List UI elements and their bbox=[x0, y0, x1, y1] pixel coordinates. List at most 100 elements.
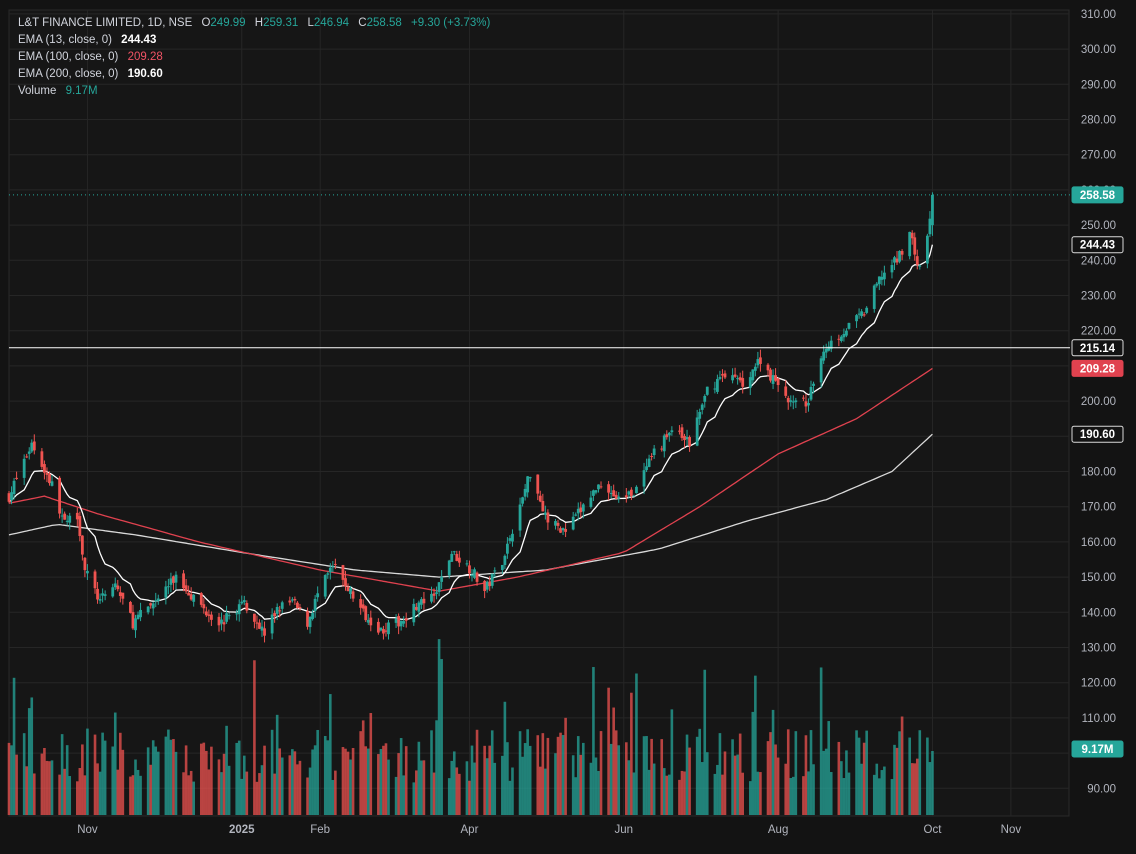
y-tick-label: 140.00 bbox=[1081, 607, 1116, 619]
volume-bar bbox=[890, 779, 894, 815]
volume-bar bbox=[842, 778, 846, 815]
candle bbox=[526, 475, 530, 498]
ema200-badge-label: 190.60 bbox=[1080, 429, 1115, 441]
volume-bar bbox=[493, 762, 497, 815]
candle bbox=[880, 270, 884, 286]
candle bbox=[45, 467, 49, 483]
volume-bar bbox=[154, 746, 158, 815]
volume-bar bbox=[544, 768, 547, 815]
candle-body bbox=[235, 613, 239, 615]
candle-body bbox=[500, 564, 504, 570]
high-value: 259.31 bbox=[263, 17, 299, 29]
volume-bar bbox=[205, 750, 208, 815]
candle bbox=[154, 592, 158, 608]
candle-body bbox=[829, 340, 833, 349]
volume-bar bbox=[415, 770, 418, 815]
volume-badge[interactable]: 9.17M bbox=[1071, 740, 1124, 758]
candle bbox=[455, 550, 459, 562]
volume-bar bbox=[184, 745, 188, 815]
last-price-badge[interactable]: 258.58 bbox=[1071, 186, 1124, 204]
candle bbox=[227, 612, 231, 620]
level-badge[interactable]: 215.14 bbox=[1071, 339, 1124, 357]
y-tick-label: 150.00 bbox=[1081, 572, 1116, 584]
candle-series[interactable] bbox=[7, 192, 934, 643]
time-axis[interactable]: Nov 2025 Feb Apr Jun Aug Oct Nov bbox=[77, 824, 1021, 836]
volume-bar bbox=[344, 748, 347, 815]
candle-body bbox=[101, 593, 105, 596]
volume-bar bbox=[630, 692, 633, 815]
candle-body bbox=[731, 375, 734, 381]
candle bbox=[136, 611, 140, 620]
candle-body bbox=[635, 486, 638, 494]
candle-body bbox=[741, 378, 745, 387]
volume-bar bbox=[625, 742, 628, 815]
candle bbox=[394, 614, 398, 628]
volume-bar bbox=[359, 731, 362, 815]
candle-body bbox=[346, 586, 350, 592]
ema100-label: EMA (100, close, 0) bbox=[18, 51, 119, 63]
candle-body bbox=[857, 313, 861, 315]
volume-bar bbox=[288, 755, 292, 815]
candle bbox=[518, 497, 522, 537]
candle bbox=[789, 395, 793, 407]
volume-bar bbox=[688, 747, 691, 815]
legend-symbol-row: L&T FINANCE LIMITED, 1D, NSE O249.99 H25… bbox=[18, 15, 490, 32]
candle-body bbox=[910, 232, 914, 239]
volume-bar bbox=[182, 772, 185, 815]
volume-bar bbox=[928, 762, 932, 815]
symbol-title[interactable]: L&T FINANCE LIMITED, 1D, NSE bbox=[18, 17, 193, 29]
candle-body bbox=[68, 515, 72, 523]
legend-volume-row[interactable]: Volume 9.17M bbox=[18, 83, 490, 100]
legend-ema100-row[interactable]: EMA (100, close, 0) 209.28 bbox=[18, 49, 490, 66]
volume-bar bbox=[455, 767, 459, 815]
candle bbox=[839, 335, 843, 343]
volume-bar bbox=[683, 771, 686, 815]
candle-body bbox=[25, 456, 29, 458]
volume-bar bbox=[776, 757, 780, 815]
candle-body bbox=[612, 490, 616, 497]
volume-bar bbox=[116, 769, 120, 815]
candle bbox=[774, 368, 777, 382]
candle bbox=[328, 563, 332, 580]
candle bbox=[670, 426, 674, 436]
candle bbox=[417, 600, 421, 618]
plot-area[interactable] bbox=[8, 9, 1070, 817]
y-tick-label: 290.00 bbox=[1081, 79, 1116, 91]
volume-bar bbox=[45, 760, 49, 815]
candle-body bbox=[769, 369, 772, 381]
ema100-badge[interactable]: 209.28 bbox=[1071, 359, 1124, 377]
volume-bar bbox=[341, 747, 345, 815]
candle bbox=[506, 537, 509, 559]
volume-bar bbox=[862, 742, 866, 815]
candle-body bbox=[422, 598, 426, 604]
candle bbox=[379, 627, 383, 632]
candle-body bbox=[331, 566, 335, 568]
volume-bar bbox=[384, 743, 388, 815]
candle-body bbox=[96, 588, 99, 600]
candle-body bbox=[275, 606, 279, 614]
legend-ema200-row[interactable]: EMA (200, close, 0) 190.60 bbox=[18, 66, 490, 83]
volume-bar bbox=[202, 742, 206, 815]
ema100-line[interactable] bbox=[8, 367, 933, 592]
volume-bar bbox=[574, 777, 578, 815]
close-value: 258.58 bbox=[366, 17, 402, 29]
candle-body bbox=[678, 430, 681, 432]
ema13-badge[interactable]: 244.43 bbox=[1071, 236, 1124, 254]
volume-bar bbox=[40, 753, 44, 815]
volume-series[interactable] bbox=[7, 639, 934, 815]
legend-ema13-row[interactable]: EMA (13, close, 0) 244.43 bbox=[18, 32, 490, 49]
candle-body bbox=[475, 572, 479, 582]
candle-body bbox=[364, 606, 368, 621]
candle bbox=[414, 603, 418, 611]
candle bbox=[845, 328, 848, 338]
candle-body bbox=[594, 490, 598, 493]
ema200-badge[interactable]: 190.60 bbox=[1071, 425, 1124, 443]
volume-bar bbox=[131, 775, 135, 815]
candle-body bbox=[341, 565, 345, 580]
volume-bar bbox=[751, 711, 755, 815]
candle-body bbox=[680, 427, 684, 438]
candle-body bbox=[311, 613, 314, 619]
open-value: 249.99 bbox=[210, 17, 246, 29]
